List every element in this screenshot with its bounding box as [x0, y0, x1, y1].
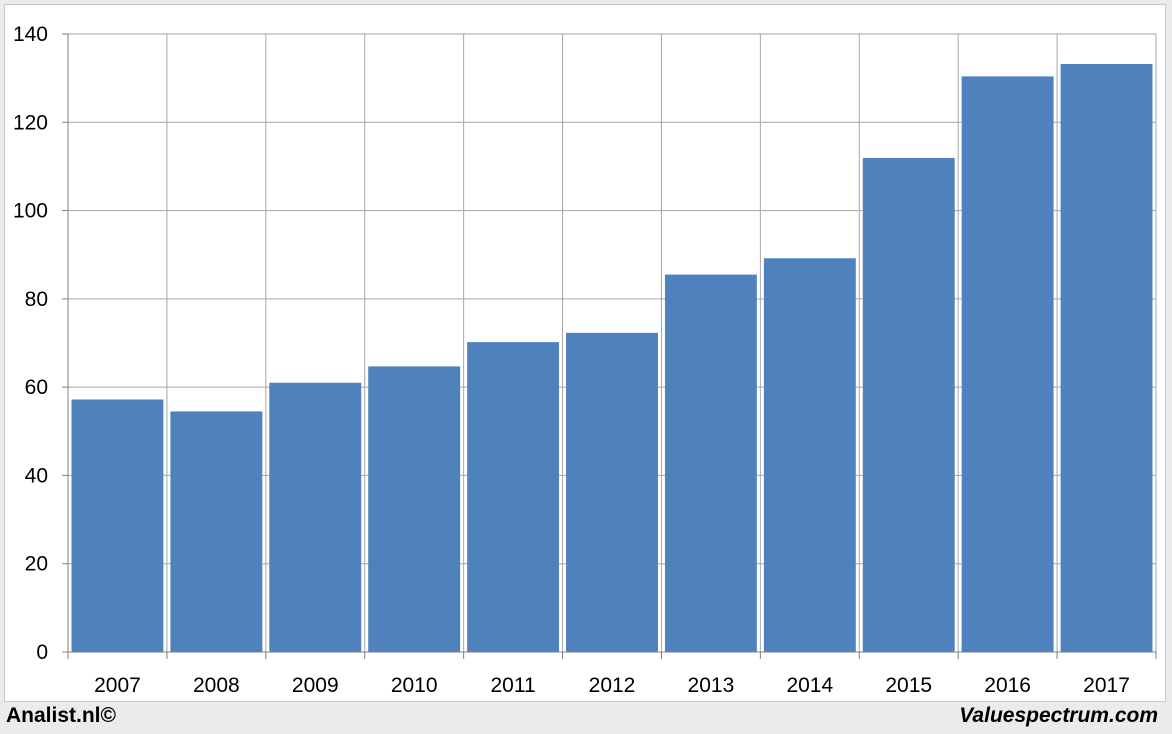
bars	[71, 64, 1153, 653]
y-tick-label: 0	[36, 641, 48, 664]
x-tick-label: 2015	[885, 674, 932, 697]
y-tick-label: 140	[13, 23, 48, 46]
x-tick-label: 2008	[193, 674, 240, 697]
x-tick-label: 2011	[491, 674, 536, 697]
y-tick-label: 120	[13, 111, 48, 134]
x-tick-label: 2017	[1083, 674, 1130, 697]
y-tick-label: 80	[25, 288, 48, 311]
bar-2010	[368, 366, 461, 652]
tick-labels: 0 20 40 60 80 100 120 140 2007 2008 2009 2010 2011 20…	[13, 23, 1130, 697]
bar-2017	[1060, 64, 1153, 652]
x-tick-label: 2014	[786, 674, 833, 697]
bar-2009	[269, 382, 362, 652]
bar-2014	[763, 258, 856, 652]
x-tick-label: 2010	[391, 674, 438, 697]
axes	[62, 33, 1157, 659]
bar-2013	[664, 274, 757, 652]
x-tick-label: 2012	[589, 674, 636, 697]
footer-brand-right: Valuespectrum.com	[959, 704, 1158, 727]
bar-2011	[467, 342, 560, 652]
x-tick-label: 2016	[984, 674, 1031, 697]
bar-2016	[961, 76, 1054, 653]
bar-2008	[170, 411, 263, 652]
bar-2015	[862, 158, 955, 652]
bar-2007	[71, 399, 164, 652]
y-tick-label: 60	[25, 376, 48, 399]
footer-brand-left: Analist.nl©	[6, 704, 116, 727]
y-tick-label: 100	[13, 200, 48, 223]
x-tick-label: 2009	[292, 674, 339, 697]
x-tick-label: 2007	[94, 674, 141, 697]
y-tick-label: 40	[25, 464, 48, 487]
bar-2012	[566, 332, 658, 652]
y-tick-label: 20	[25, 553, 48, 576]
x-tick-label: 2013	[688, 674, 735, 697]
